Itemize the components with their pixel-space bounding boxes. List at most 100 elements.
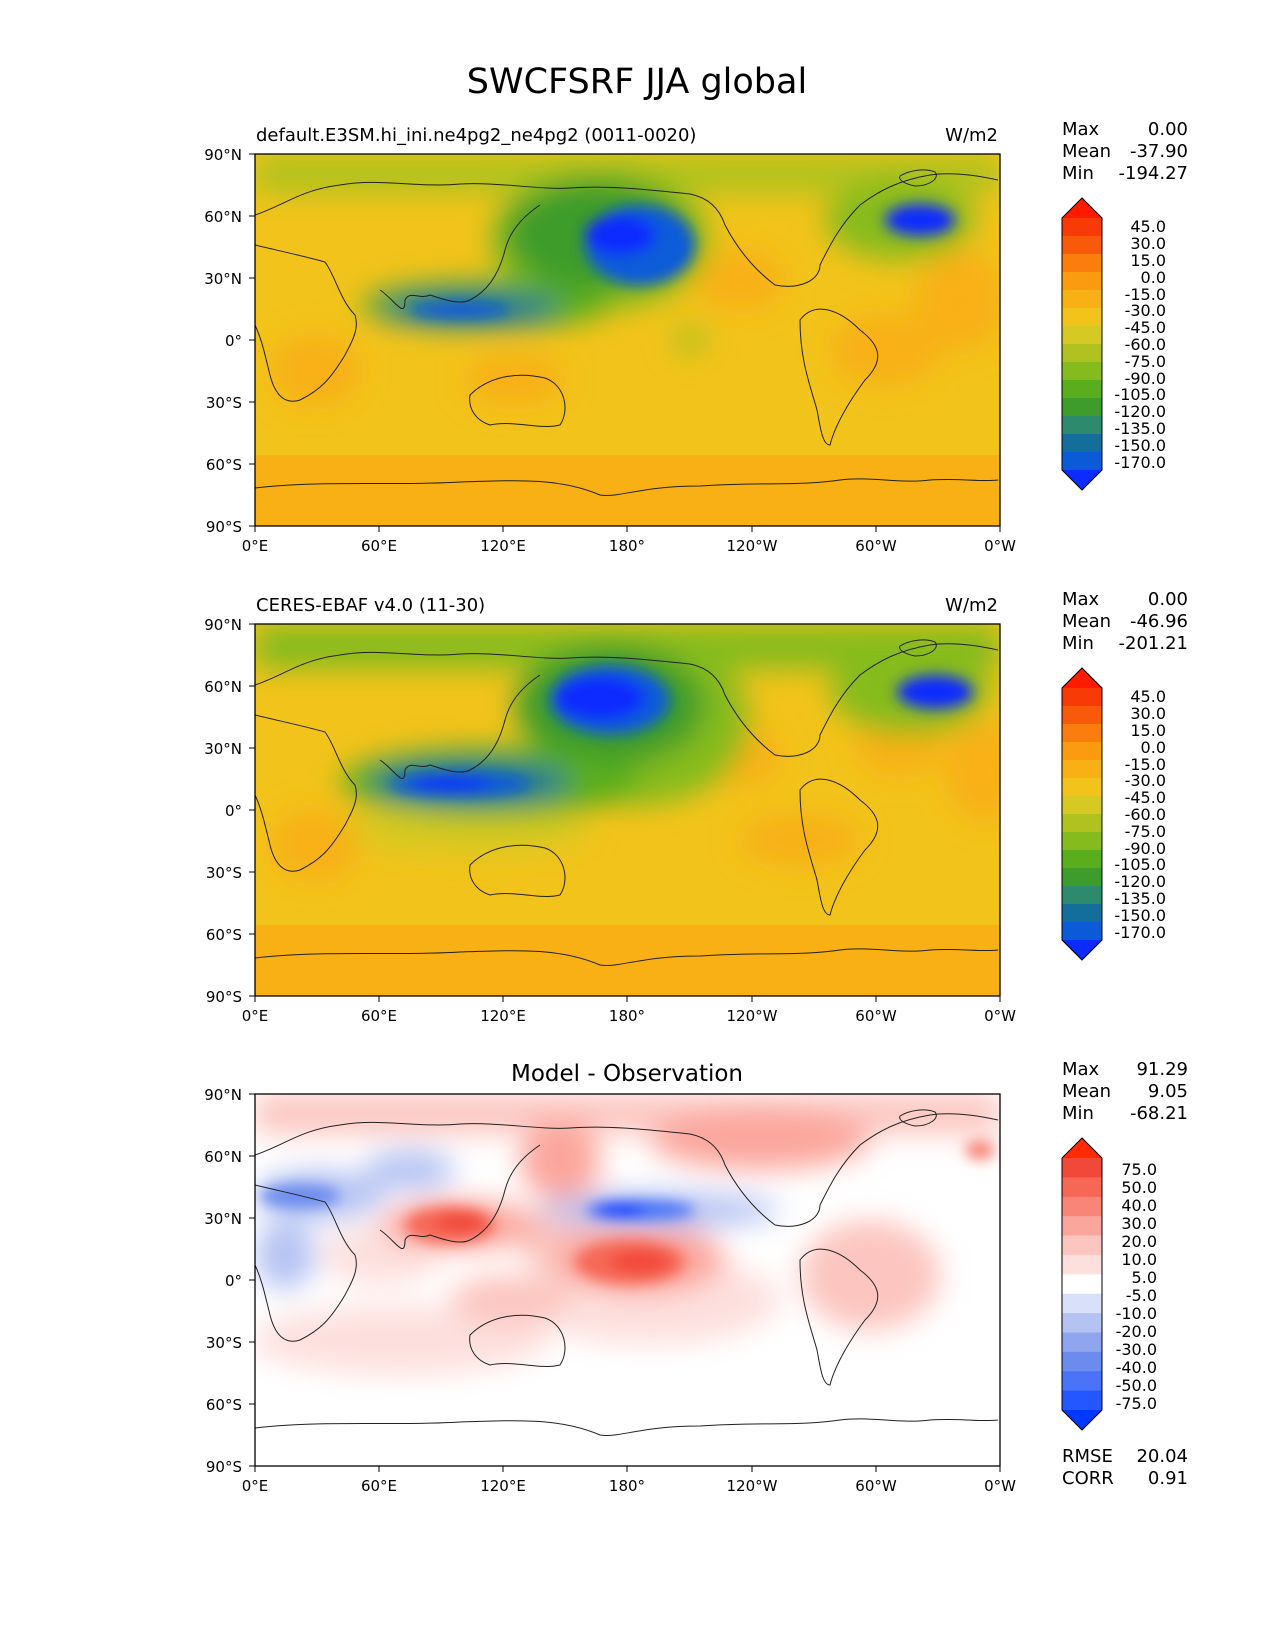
panel-test-title: default.E3SM.hi_ini.ne4pg2_ne4pg2 (0011-… (256, 125, 696, 146)
lat-tick-label: 30°N (204, 1210, 242, 1228)
panel-reference-colorbar-labels: 45.0 30.0 15.0 0.0 -15.0 -30.0 -45.0 -60… (1114, 687, 1166, 942)
lon-tick-label: 60°W (855, 1477, 897, 1495)
lon-tick-label: 120°W (727, 537, 778, 555)
stat-value: 0.00 (1148, 589, 1188, 610)
lon-tick-label: 0°W (984, 537, 1016, 555)
colorbar-swatch (1062, 416, 1102, 435)
panel-difference-extra-stats: RMSE 20.04 CORR 0.91 (1062, 1446, 1188, 1489)
lat-tick-label: 60°S (206, 926, 242, 944)
lat-tick-label: 90°S (206, 1458, 242, 1476)
colorbar-swatch (1062, 1293, 1102, 1314)
colorbar-label: -10.0 (1116, 1304, 1157, 1323)
colorbar-swatch (1062, 886, 1102, 905)
colorbar-label: -40.0 (1116, 1358, 1157, 1377)
colorbar-swatch (1062, 850, 1102, 869)
colorbar-label: 45.0 (1130, 217, 1166, 236)
colorbar-label: -30.0 (1125, 771, 1166, 790)
colorbar-swatch (1062, 814, 1102, 833)
colorbar-label: 15.0 (1130, 721, 1166, 740)
panel-difference-lat-ticks: 90°N 60°N 30°N 0° 30°S 60°S 90°S (204, 1086, 255, 1476)
stat-value: -37.90 (1130, 141, 1188, 162)
lon-tick-label: 120°E (480, 1007, 526, 1025)
colorbar-label: 15.0 (1130, 251, 1166, 270)
stat-value: -194.27 (1119, 163, 1188, 184)
lat-tick-label: 30°N (204, 740, 242, 758)
colorbar-label: 0.0 (1141, 738, 1166, 757)
panel-difference-map (255, 1094, 1000, 1466)
colorbar-swatch (1062, 344, 1102, 363)
panel-reference-map (255, 624, 1000, 996)
colorbar-label: -45.0 (1125, 788, 1166, 807)
colorbar-label: 10.0 (1121, 1250, 1157, 1269)
colorbar-swatch (1062, 398, 1102, 417)
colorbar-swatch (1062, 1177, 1102, 1198)
panel-reference-units: W/m2 (945, 595, 998, 616)
lon-tick-label: 180° (609, 537, 645, 555)
colorbar-label: 30.0 (1130, 234, 1166, 253)
colorbar-label: -105.0 (1114, 385, 1166, 404)
colorbar-outline (1061, 667, 1103, 961)
colorbar-label: 5.0 (1132, 1268, 1157, 1287)
colorbar-label: -120.0 (1114, 402, 1166, 421)
colorbar-extend-top (1062, 198, 1102, 218)
panel-difference-colorbar-labels: 75.0 50.0 40.0 30.0 20.0 10.0 5.0 -5.0 -… (1116, 1160, 1157, 1413)
stat-label: Min (1062, 163, 1094, 184)
colorbar-label: -50.0 (1116, 1376, 1157, 1395)
stat-value: 0.91 (1148, 1468, 1188, 1489)
colorbar-swatch (1062, 254, 1102, 273)
colorbar-swatch (1062, 1274, 1102, 1295)
lon-tick-label: 120°W (727, 1477, 778, 1495)
lat-tick-label: 60°N (204, 678, 242, 696)
colorbar-label: 40.0 (1121, 1196, 1157, 1215)
lat-tick-label: 0° (225, 332, 242, 350)
colorbar-label: 0.0 (1141, 268, 1166, 287)
lat-tick-label: 30°N (204, 270, 242, 288)
lon-tick-label: 0°W (984, 1007, 1016, 1025)
lat-tick-label: 90°N (204, 616, 242, 634)
lon-tick-label: 0°E (242, 1477, 269, 1495)
colorbar-extend-top (1062, 1138, 1102, 1158)
colorbar-label: 30.0 (1130, 704, 1166, 723)
lon-tick-label: 120°W (727, 1007, 778, 1025)
colorbar-label: -105.0 (1114, 855, 1166, 874)
stat-value: -46.96 (1130, 611, 1188, 632)
lat-tick-label: 30°S (206, 1334, 242, 1352)
colorbar-label: 45.0 (1130, 687, 1166, 706)
colorbar-label: 50.0 (1121, 1178, 1157, 1197)
colorbar-swatch (1062, 742, 1102, 761)
panel-reference: CERES-EBAF v4.0 (11-30) W/m2 (204, 589, 1188, 1025)
panel-reference-stats: Max 0.00 Mean -46.96 Min -201.21 (1062, 589, 1188, 654)
colorbar-swatch (1062, 1313, 1102, 1334)
colorbar-label: -135.0 (1114, 889, 1166, 908)
panel-test-lat-ticks: 90°N 60°N 30°N 0° 30°S 60°S 90°S (204, 146, 255, 536)
colorbar-swatch (1062, 1254, 1102, 1275)
panel-test-stats: Max 0.00 Mean -37.90 Min -194.27 (1062, 119, 1188, 184)
lon-tick-label: 60°W (855, 1007, 897, 1025)
colorbar-label: -30.0 (1116, 1340, 1157, 1359)
panel-test-map (255, 154, 1000, 526)
lon-tick-label: 60°E (361, 1007, 397, 1025)
colorbar-label: -5.0 (1126, 1286, 1157, 1305)
colorbar-swatch (1062, 868, 1102, 887)
colorbar-swatch (1062, 1216, 1102, 1237)
stat-label: Min (1062, 633, 1094, 654)
lon-tick-label: 0°W (984, 1477, 1016, 1495)
stat-value: 9.05 (1148, 1081, 1188, 1102)
panel-reference-coastlines (255, 639, 999, 966)
colorbar-swatch (1062, 904, 1102, 923)
lat-tick-label: 0° (225, 1272, 242, 1290)
colorbar-label: -60.0 (1125, 335, 1166, 354)
colorbar-label: -150.0 (1114, 436, 1166, 455)
panel-test: default.E3SM.hi_ini.ne4pg2_ne4pg2 (0011-… (204, 119, 1188, 555)
lon-tick-label: 60°E (361, 537, 397, 555)
stat-value: -201.21 (1119, 633, 1188, 654)
stat-label: Mean (1062, 1081, 1111, 1102)
panel-test-colorbar: 45.0 30.0 15.0 0.0 -15.0 -30.0 -45.0 -60… (1061, 197, 1166, 491)
colorbar-swatch (1062, 452, 1102, 471)
colorbar-label: -150.0 (1114, 906, 1166, 925)
panel-difference-stats: Max 91.29 Mean 9.05 Min -68.21 (1062, 1059, 1188, 1124)
lon-tick-label: 120°E (480, 1477, 526, 1495)
colorbar-label: -30.0 (1125, 301, 1166, 320)
colorbar-swatch (1062, 272, 1102, 291)
